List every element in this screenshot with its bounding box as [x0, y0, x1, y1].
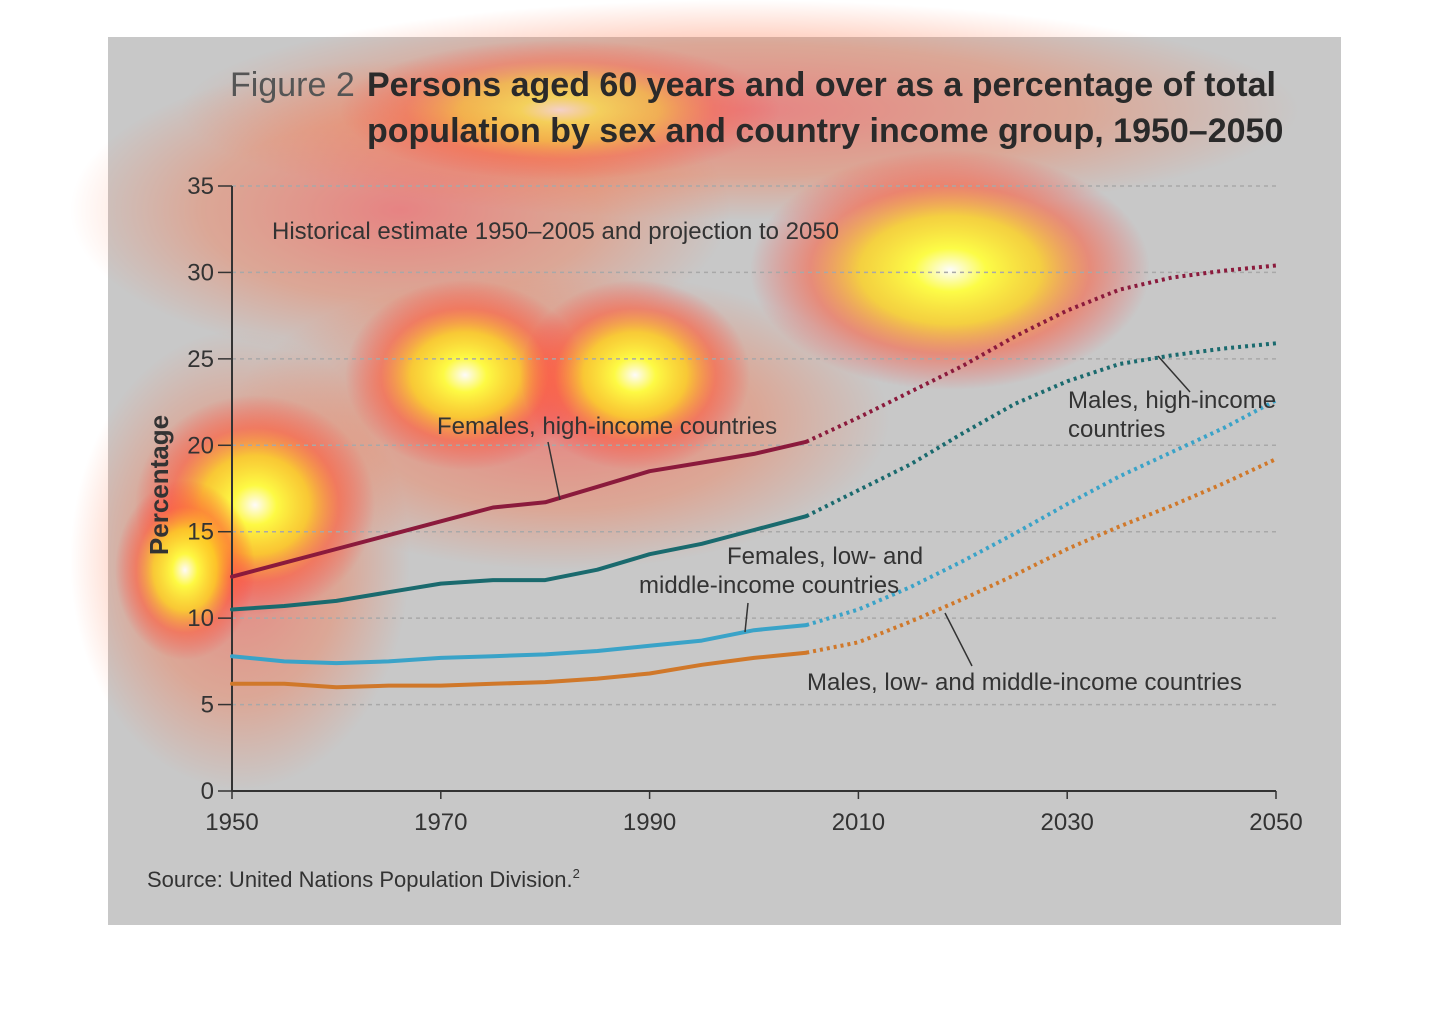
- y-tick-label: 20: [187, 432, 214, 459]
- label-males-low-income: Males, low- and middle-income countries: [807, 669, 1242, 696]
- leader-males-low-income: [944, 612, 973, 667]
- x-tick-label: 1970: [414, 809, 467, 836]
- series-line-males-high-income-countries-projection: [805, 341, 1277, 518]
- series-line-females-high-income-countries-projection: [805, 263, 1277, 444]
- attention-heatmap-overlay: [70, 0, 1300, 790]
- y-tick-label: 30: [187, 259, 214, 286]
- figure-label: Figure 2: [230, 66, 355, 104]
- x-tick-label: 2030: [1041, 809, 1094, 836]
- axes: 0 5 10 15 20 25 30 35 1950 1970 1990 2010 2030 2050: [187, 173, 1302, 836]
- chart-title-line-1: Persons aged 60 years and over as a perc…: [367, 66, 1276, 104]
- label-females-high-income: Females, high-income countries: [437, 413, 777, 440]
- y-tick-label: 5: [201, 692, 214, 719]
- series-line-females-high-income-countries-historical: [230, 439, 809, 579]
- x-tick-label: 2050: [1249, 809, 1302, 836]
- y-tick-label: 0: [201, 778, 214, 805]
- series-line-males-low-and-middle-income-countries-historical: [230, 650, 809, 690]
- leader-females-high-income: [547, 441, 561, 501]
- label-males-high-income-line-1: Males, high-income: [1068, 387, 1276, 414]
- label-females-low-income-line-2: middle-income countries: [639, 572, 899, 599]
- series-line-males-high-income-countries-historical: [230, 514, 809, 612]
- series-line-males-low-and-middle-income-countries-projection: [805, 457, 1277, 655]
- source-text: Source: United Nations Population Divisi…: [147, 867, 573, 892]
- label-males-high-income-line-2: countries: [1068, 416, 1165, 443]
- chart-title-line-2: population by sex and country income gro…: [367, 112, 1283, 150]
- series-lines: [230, 263, 1277, 690]
- chart-subtitle: Historical estimate 1950–2005 and projec…: [272, 218, 839, 245]
- y-tick-label: 25: [187, 346, 214, 373]
- label-females-low-income-line-1: Females, low- and: [727, 543, 923, 570]
- source-note: Source: United Nations Population Divisi…: [147, 866, 580, 892]
- x-tick-label: 1990: [623, 809, 676, 836]
- leader-males-high-income: [1157, 355, 1191, 393]
- y-tick-label: 35: [187, 173, 214, 200]
- x-tick-label: 2010: [832, 809, 885, 836]
- y-axis-label: Percentage: [144, 415, 174, 555]
- leader-females-low-income: [744, 602, 749, 633]
- source-superscript: 2: [573, 866, 580, 881]
- y-tick-label: 15: [187, 519, 214, 546]
- series-line-females-low-and-middle-income-countries-historical: [230, 623, 809, 666]
- y-tick-label: 10: [187, 605, 214, 632]
- x-tick-label: 1950: [205, 809, 258, 836]
